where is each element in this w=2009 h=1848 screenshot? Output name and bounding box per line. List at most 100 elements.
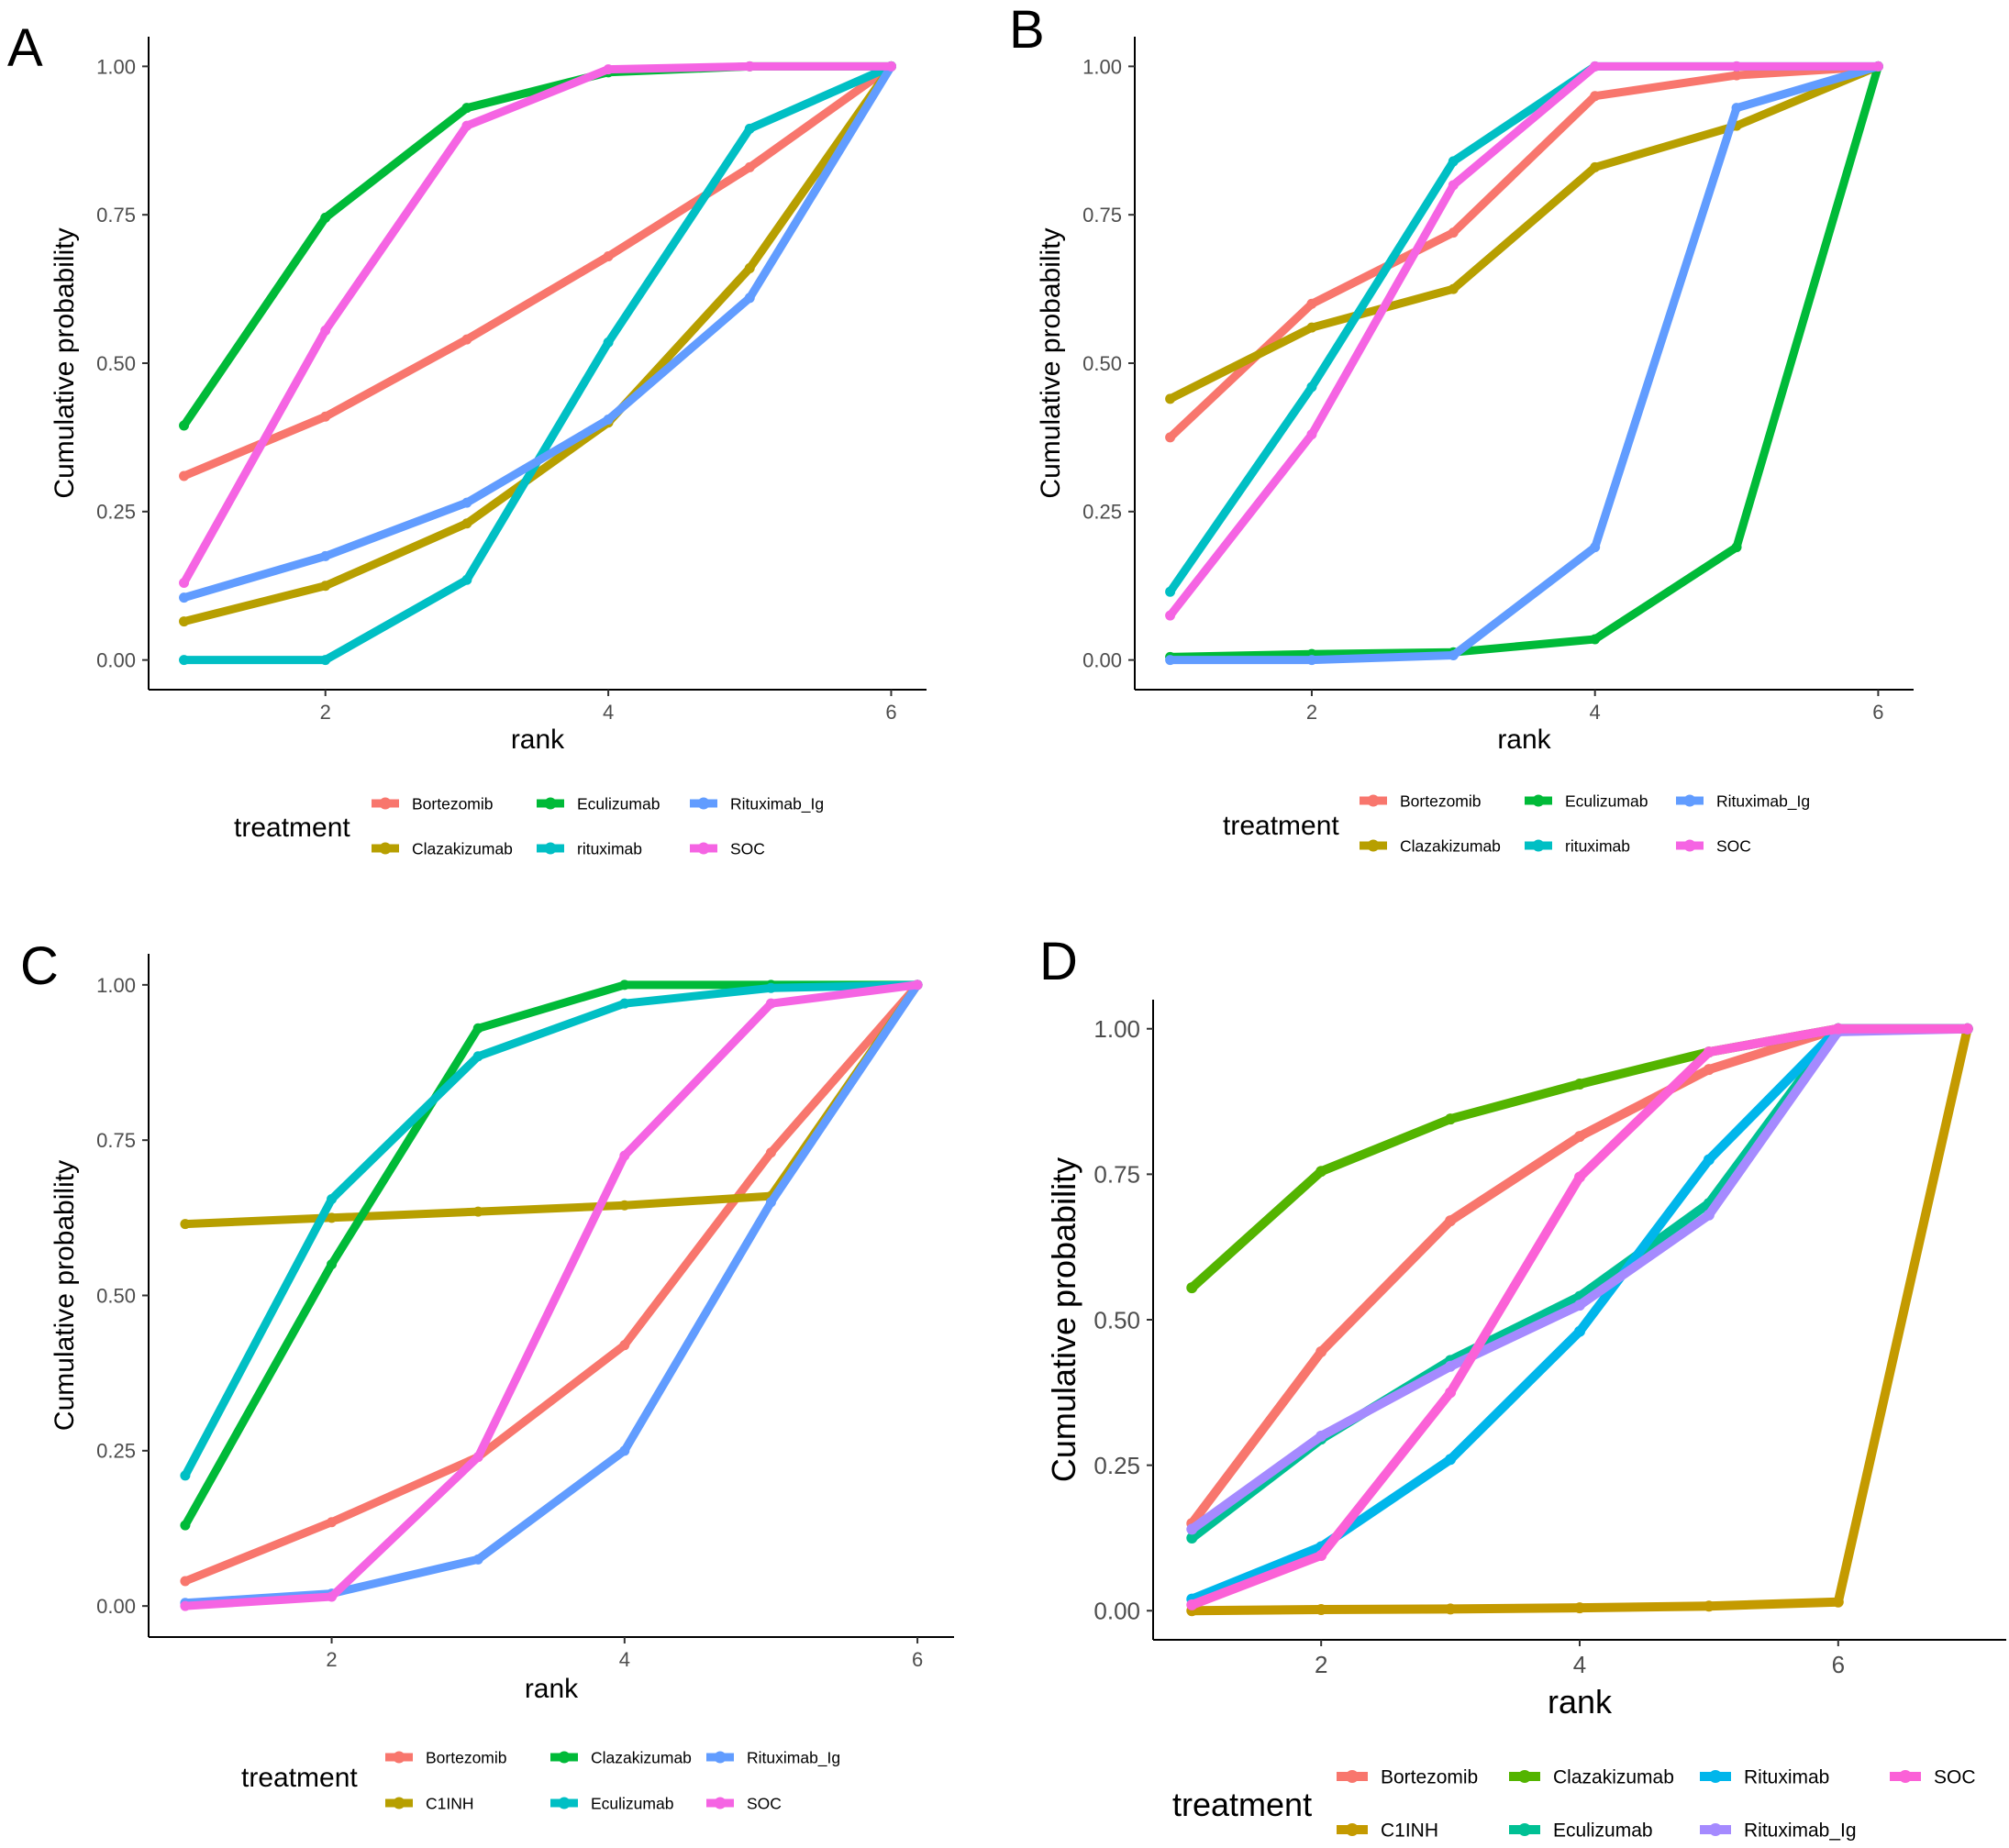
panel-b-point-soc: [1590, 61, 1601, 72]
panel-d-y-tick-label: 0.75: [1093, 1161, 1140, 1189]
panel-c-point-soc: [619, 1150, 630, 1161]
panel-d-series-line-soc: [1187, 1024, 1972, 1610]
panel-d: D 0.00 0.25 0.50 0.75 1.00 2 4 6 rank Cumulative p…: [1039, 932, 2006, 1842]
panel-b-legend-key-point-rituximab: [1532, 839, 1545, 852]
panel-c-point-soc: [472, 1452, 483, 1463]
panel-d-legend-key-point-eculizumab: [1518, 1823, 1531, 1836]
panel-a-point-rituximab: [320, 655, 331, 666]
panel-c-y-axis-title: Cumulative probability: [50, 1160, 80, 1431]
panel-a-legend-key-point-soc: [697, 842, 710, 855]
panel-d-point-c1inh: [1445, 1603, 1457, 1615]
panel-c-y-tick-label: 0.50: [96, 1284, 136, 1307]
panel-b-legend-key-point-rituximab-ig: [1683, 794, 1696, 807]
panel-a-point-soc: [744, 61, 755, 72]
panel-d-series-line-c1inh: [1187, 1024, 1972, 1616]
panel-b-point-rituximab-ig: [1165, 655, 1176, 666]
panel-b-x-tick-label: 6: [1872, 701, 1883, 724]
panel-c-x-tick-label: 4: [619, 1648, 630, 1671]
panel-a-point-rituximab-ig: [744, 293, 755, 304]
panel-c-legend-label-eculizumab: Eculizumab: [591, 1794, 673, 1812]
panel-a-point-soc: [461, 120, 472, 131]
panel-a-point-eculizumab: [320, 212, 331, 223]
panel-c-legend-key-point-soc: [714, 1797, 727, 1809]
panel-b-point-clazakizumab: [1165, 393, 1176, 404]
panel-b-legend-key-point-soc: [1683, 839, 1696, 852]
panel-b-legend-label-soc: SOC: [1716, 836, 1751, 855]
panel-b-point-soc: [1731, 61, 1742, 72]
panel-b-point-rituximab-ig: [1590, 542, 1601, 553]
panel-d-point-soc: [1961, 1023, 1973, 1035]
panel-c-point-eculizumab: [765, 982, 776, 993]
panel-a-legend-label-rituximab-ig: Rituximab_Ig: [730, 794, 824, 813]
panel-d-point-clazakizumab: [1315, 1166, 1327, 1178]
panel-b-series-line-rituximab-ig: [1166, 61, 1882, 665]
panel-c-point-rituximab-ig: [472, 1554, 483, 1565]
panel-b-point-clazakizumab: [1590, 161, 1601, 172]
panel-c-x-tick-label: 6: [912, 1648, 923, 1671]
panel-a-legend-key-point-rituximab-ig: [697, 797, 710, 810]
panel-b-legend-title: treatment: [1223, 811, 1339, 841]
panel-d-point-c1inh: [1703, 1600, 1715, 1612]
panel-a-legend-key-point-bortezomib: [379, 797, 392, 810]
panel-b-point-rituximab: [1448, 156, 1459, 167]
panel-c-point-soc: [180, 1600, 191, 1611]
panel-a-point-bortezomib: [603, 250, 614, 261]
panel-a-point-rituximab: [744, 123, 755, 134]
panel-b-y-tick-label: 1.00: [1082, 55, 1122, 78]
panel-d-y-tick-label: 0.00: [1093, 1598, 1140, 1625]
panel-b-point-soc: [1448, 180, 1459, 191]
panel-d-point-clazakizumab: [1574, 1079, 1585, 1090]
panel-d-point-bortezomib: [1703, 1064, 1715, 1076]
panel-d-point-rituximab: [1703, 1154, 1715, 1166]
panel-d-point-c1inh: [1315, 1604, 1327, 1616]
panel-a-y-tick-label: 0.50: [96, 352, 136, 375]
panel-d-point-rituximab: [1445, 1454, 1457, 1466]
panel-d-y-tick-label: 0.25: [1093, 1452, 1140, 1479]
panel-c-letter: C: [20, 936, 59, 996]
panel-a-x-tick-label: 2: [320, 701, 331, 724]
panel-d-series-line-rituximab: [1187, 1024, 1972, 1604]
panel-d-point-clazakizumab: [1445, 1113, 1457, 1125]
panel-d-x-tick-label: 4: [1573, 1651, 1586, 1678]
panel-a-letter: A: [7, 18, 43, 78]
panel-b-point-rituximab: [1165, 586, 1176, 597]
panel-c-y-tick-label: 0.75: [96, 1129, 136, 1152]
panel-a-point-eculizumab: [461, 103, 472, 114]
panel-d-legend-key-point-rituximab-ig: [1709, 1823, 1722, 1836]
panel-b-legend-label-bortezomib: Bortezomib: [1400, 791, 1482, 810]
panel-a-x-axis-title: rank: [511, 725, 565, 755]
panel-d-legend-label-eculizumab: Eculizumab: [1553, 1820, 1653, 1842]
panel-d-letter: D: [1039, 932, 1078, 991]
panel-b-legend-label-rituximab-ig: Rituximab_Ig: [1716, 791, 1810, 811]
panel-a-point-rituximab-ig: [461, 497, 472, 508]
panel-d-y-tick-label: 0.50: [1093, 1306, 1140, 1333]
panel-a-legend-key-point-rituximab: [544, 842, 557, 855]
panel-c-legend-label-soc: SOC: [747, 1794, 782, 1812]
panel-d-point-rituximab-ig: [1315, 1430, 1327, 1442]
panel-c-series-line-clazakizumab: [181, 980, 922, 1530]
panel-c-legend-label-bortezomib: Bortezomib: [426, 1748, 507, 1766]
panel-d-legend-label-rituximab: Rituximab: [1744, 1767, 1829, 1788]
panel-b-point-clazakizumab: [1306, 322, 1317, 333]
panel-a-point-rituximab-ig: [603, 414, 614, 425]
panel-a-x-tick-label: 6: [885, 701, 896, 724]
panel-a-point-rituximab: [179, 655, 190, 666]
panel-b-point-rituximab-ig: [1731, 103, 1742, 114]
panel-b-point-bortezomib: [1165, 432, 1176, 443]
panel-c-point-clazakizumab: [327, 1259, 338, 1270]
panel-c-legend-label-rituximab-ig: Rituximab_Ig: [747, 1748, 840, 1767]
panel-b-series-line-soc: [1166, 61, 1882, 620]
panel-c-series-line-soc: [181, 980, 922, 1610]
panel-c-point-bortezomib: [327, 1517, 338, 1528]
panel-b-point-soc: [1165, 610, 1176, 621]
panel-b-point-bortezomib: [1448, 227, 1459, 238]
panel-b-y-tick-label: 0.50: [1082, 352, 1122, 375]
panel-a-point-clazakizumab: [461, 518, 472, 529]
panel-a-series-line-soc: [180, 61, 895, 587]
panel-c-point-rituximab-ig: [765, 1197, 776, 1208]
panel-c-point-c1inh: [327, 1212, 338, 1223]
panel-c-legend-label-c1inh: C1INH: [426, 1794, 474, 1812]
panel-d-x-tick-label: 2: [1315, 1651, 1327, 1678]
panel-b-point-bortezomib: [1590, 91, 1601, 102]
